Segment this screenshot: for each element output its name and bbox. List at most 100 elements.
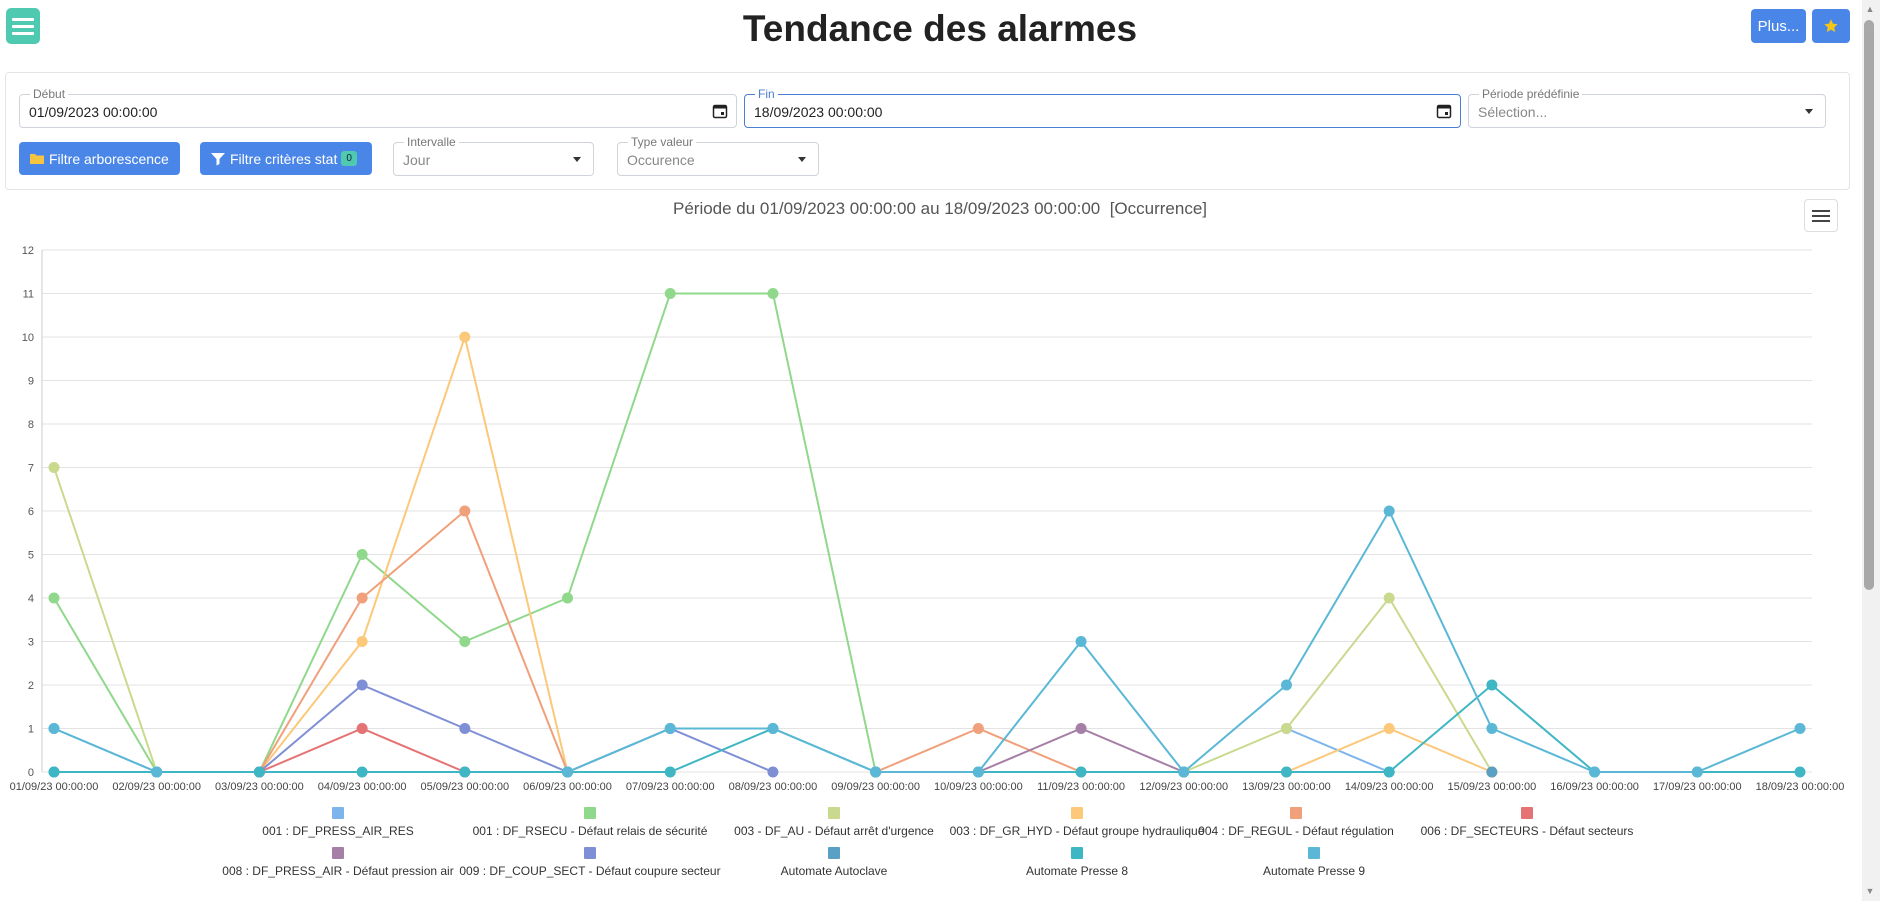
data-point <box>356 592 368 604</box>
interval-select[interactable]: Intervalle Jour <box>393 135 594 176</box>
legend-item[interactable]: 001 : DF_PRESS_AIR_RES <box>188 807 488 838</box>
legend-item[interactable]: 008 : DF_PRESS_AIR - Défaut pression air <box>188 847 488 878</box>
data-point <box>459 636 471 647</box>
data-point <box>767 288 779 299</box>
data-point <box>664 766 676 778</box>
legend-label: 006 : DF_SECTEURS - Défaut secteurs <box>1420 824 1634 838</box>
legend-swatch <box>828 847 840 859</box>
data-point <box>459 766 471 778</box>
legend-label: Automate Autoclave <box>780 864 888 878</box>
scrollbar-thumb[interactable] <box>1864 20 1874 590</box>
data-point <box>1486 723 1498 734</box>
scroll-up-icon[interactable]: ▲ <box>1865 4 1875 14</box>
page-title: Tendance des alarmes <box>742 8 1138 49</box>
legend-item[interactable]: 006 : DF_SECTEURS - Défaut secteurs <box>1377 807 1677 838</box>
hamburger-icon <box>12 18 34 35</box>
chevron-down-icon <box>573 157 581 162</box>
legend-label: 003 - DF_AU - Défaut arrêt d'urgence <box>734 824 934 838</box>
x-tick-label: 15/09/23 00:00:00 <box>1448 781 1537 793</box>
x-tick-label: 12/09/23 00:00:00 <box>1139 781 1228 793</box>
series-line <box>1286 727 1493 773</box>
data-point <box>870 766 882 778</box>
x-tick-label: 08/09/23 00:00:00 <box>729 781 818 793</box>
y-tick-label: 7 <box>28 463 34 475</box>
legend-label: 008 : DF_PRESS_AIR - Défaut pression air <box>222 864 454 878</box>
series-line <box>977 727 1185 773</box>
data-point <box>664 723 676 734</box>
chart-legend: 001 : DF_PRESS_AIR_RES 001 : DF_RSECU - D… <box>0 806 1860 901</box>
data-point <box>972 723 984 734</box>
y-tick-label: 9 <box>28 376 34 388</box>
data-point <box>1383 592 1395 604</box>
legend-swatch <box>1521 807 1533 819</box>
folder-icon <box>30 154 44 164</box>
predefined-period-select[interactable]: Période prédéfinie Sélection... <box>1468 87 1826 128</box>
tree-filter-button[interactable]: Filtre arborescence <box>19 142 180 175</box>
x-tick-label: 03/09/23 00:00:00 <box>215 781 304 793</box>
legend-item[interactable]: 003 : DF_GR_HYD - Défaut groupe hydrauli… <box>927 807 1227 838</box>
series-line <box>258 509 569 773</box>
start-date-field[interactable]: Début 01/09/2023 00:00:00 <box>19 87 737 128</box>
start-date-label: Début <box>30 87 69 101</box>
data-point <box>767 766 779 778</box>
chevron-down-icon <box>798 157 806 162</box>
chevron-down-icon <box>1805 109 1813 114</box>
y-tick-label: 0 <box>28 767 34 779</box>
x-tick-label: 11/09/23 00:00:00 <box>1037 781 1125 793</box>
legend-swatch <box>1071 847 1083 859</box>
data-point <box>1383 766 1395 778</box>
stat-criteria-filter-button[interactable]: Filtre critères stat 0 <box>200 142 372 175</box>
series-line <box>258 333 569 773</box>
data-point <box>459 505 471 517</box>
more-button[interactable]: Plus... <box>1751 9 1806 43</box>
criteria-count-badge: 0 <box>341 151 357 166</box>
legend-item[interactable]: Automate Presse 8 <box>927 847 1227 878</box>
x-tick-label: 02/09/23 00:00:00 <box>112 781 201 793</box>
y-tick-label: 4 <box>28 593 34 605</box>
y-tick-label: 1 <box>28 724 34 736</box>
legend-item[interactable]: 009 : DF_COUP_SECT - Défaut coupure sect… <box>440 847 740 878</box>
y-tick-label: 3 <box>28 637 34 649</box>
x-tick-label: 06/09/23 00:00:00 <box>523 781 612 793</box>
value-type-label: Type valeur <box>628 135 697 149</box>
favorite-button[interactable] <box>1812 9 1850 43</box>
star-icon <box>1824 19 1838 33</box>
data-point <box>1794 766 1806 778</box>
x-tick-label: 13/09/23 00:00:00 <box>1242 781 1331 793</box>
legend-swatch <box>332 847 344 859</box>
legend-label: 001 : DF_RSECU - Défaut relais de sécuri… <box>472 824 708 838</box>
legend-item[interactable]: 003 - DF_AU - Défaut arrêt d'urgence <box>684 807 984 838</box>
legend-swatch <box>1071 807 1083 819</box>
legend-swatch <box>828 807 840 819</box>
end-date-label: Fin <box>755 87 778 101</box>
x-tick-label: 04/09/23 00:00:00 <box>318 781 407 793</box>
data-point <box>972 766 984 778</box>
legend-label: 004 : DF_REGUL - Défaut régulation <box>1198 824 1394 838</box>
x-tick-label: 10/09/23 00:00:00 <box>934 781 1023 793</box>
legend-item[interactable]: 001 : DF_RSECU - Défaut relais de sécuri… <box>440 807 740 838</box>
legend-item[interactable]: Automate Presse 9 <box>1164 847 1464 878</box>
data-point <box>1486 766 1498 778</box>
calendar-icon[interactable] <box>712 103 728 119</box>
value-type-select[interactable]: Type valeur Occurence <box>617 135 819 176</box>
hamburger-menu-button[interactable] <box>6 8 40 44</box>
data-point <box>562 592 574 604</box>
start-date-value: 01/09/2023 00:00:00 <box>29 104 158 120</box>
legend-swatch <box>584 807 596 819</box>
chart-export-menu-button[interactable] <box>1804 199 1838 232</box>
data-point <box>459 723 471 734</box>
scroll-down-icon[interactable]: ▼ <box>1865 886 1875 896</box>
data-point <box>48 462 60 473</box>
data-point <box>356 766 368 778</box>
legend-item[interactable]: 004 : DF_REGUL - Défaut régulation <box>1146 807 1446 838</box>
calendar-icon[interactable] <box>1436 103 1452 119</box>
data-point <box>1691 766 1703 778</box>
end-date-field[interactable]: Fin 18/09/2023 00:00:00 <box>744 87 1461 128</box>
data-point <box>48 592 60 604</box>
legend-label: 009 : DF_COUP_SECT - Défaut coupure sect… <box>459 864 721 878</box>
data-point <box>459 331 471 343</box>
legend-item[interactable]: Automate Autoclave <box>684 847 984 878</box>
data-point <box>1383 723 1395 734</box>
data-point <box>356 723 368 734</box>
